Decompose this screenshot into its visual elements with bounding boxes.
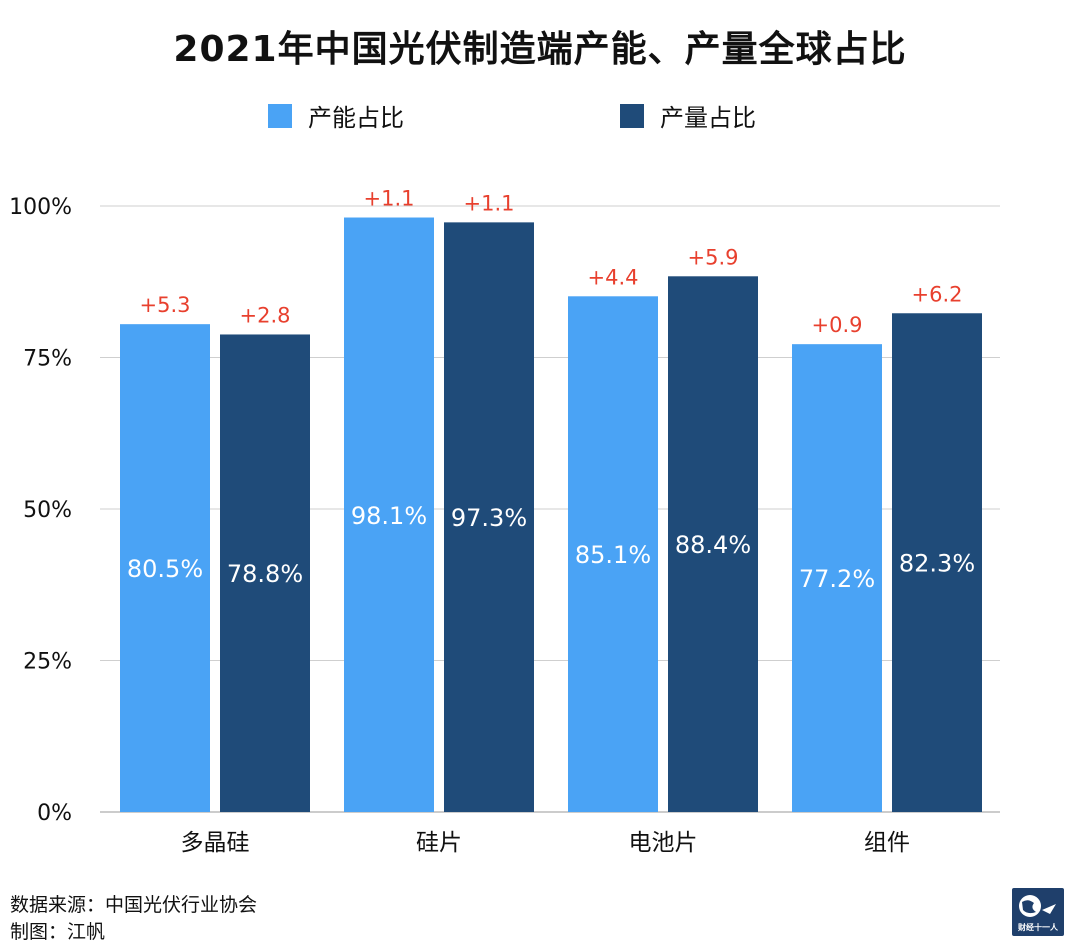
bar-value-label: 82.3% [899, 550, 975, 578]
change-label: +6.2 [912, 282, 963, 306]
x-category-label: 硅片 [416, 830, 462, 856]
bar [120, 324, 210, 812]
footer: 数据来源：中国光伏行业协会 制图：江帆 [10, 892, 257, 946]
legend: 产能占比 产量占比 [0, 98, 1080, 132]
y-tick-label: 50% [23, 498, 72, 523]
bar-value-label: 88.4% [675, 531, 751, 559]
bar [892, 313, 982, 812]
bar-value-label: 98.1% [351, 502, 427, 530]
legend-item-capacity: 产能占比 [268, 98, 404, 133]
legend-label-capacity: 产能占比 [308, 104, 404, 132]
bar [444, 222, 534, 812]
change-label: +4.4 [588, 265, 639, 289]
change-label: +5.9 [688, 245, 739, 269]
bar [220, 334, 310, 812]
y-tick-label: 75% [23, 347, 72, 372]
bar [792, 344, 882, 812]
legend-swatch-output [620, 103, 644, 128]
author-note: 制图：江帆 [10, 921, 106, 943]
legend-swatch-capacity [268, 103, 292, 128]
x-category-label: 多晶硅 [181, 830, 250, 856]
bar-value-label: 97.3% [451, 504, 527, 532]
y-tick-label: 25% [23, 650, 72, 675]
change-label: +2.8 [240, 303, 291, 327]
x-category-label: 电池片 [629, 830, 698, 856]
x-category-label: 组件 [864, 830, 910, 856]
logo-text: 财经十一人 [1018, 923, 1058, 932]
source-note: 数据来源：中国光伏行业协会 [10, 894, 258, 916]
change-label: +0.9 [812, 313, 863, 337]
bar-value-label: 85.1% [575, 541, 651, 569]
bar [668, 276, 758, 812]
bar-value-label: 77.2% [799, 565, 875, 593]
change-label: +1.1 [364, 187, 415, 211]
change-label: +1.1 [464, 191, 515, 215]
legend-item-output: 产量占比 [620, 98, 756, 133]
publisher-logo: 财经十一人 [1012, 888, 1064, 936]
bar-value-label: 78.8% [227, 560, 303, 588]
bar-value-label: 80.5% [127, 555, 203, 583]
y-tick-label: 100% [9, 195, 72, 220]
bar [344, 217, 434, 812]
bar [568, 296, 658, 812]
globe-icon [1019, 895, 1056, 917]
change-label: +5.3 [140, 293, 191, 317]
y-tick-label: 0% [37, 801, 72, 826]
legend-label-output: 产量占比 [660, 104, 756, 132]
chart-title: 2021年中国光伏制造端产能、产量全球占比 [173, 29, 907, 70]
